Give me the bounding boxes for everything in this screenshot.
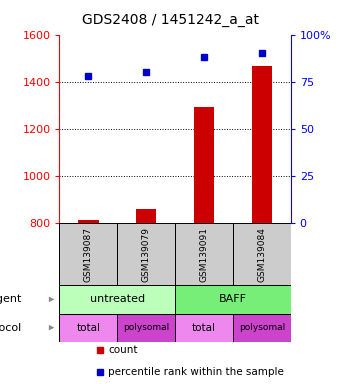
Text: total: total xyxy=(76,323,100,333)
Bar xyxy=(233,313,291,342)
Text: untreated: untreated xyxy=(90,295,145,305)
Bar xyxy=(175,313,233,342)
Bar xyxy=(117,313,175,342)
Text: percentile rank within the sample: percentile rank within the sample xyxy=(108,367,284,377)
Bar xyxy=(252,66,272,223)
Bar xyxy=(136,209,156,223)
Bar xyxy=(59,285,175,313)
Text: GSM139079: GSM139079 xyxy=(142,227,151,282)
Bar xyxy=(59,223,117,285)
Text: total: total xyxy=(192,323,216,333)
Text: GSM139084: GSM139084 xyxy=(257,227,266,282)
Text: GSM139091: GSM139091 xyxy=(200,227,208,282)
Text: protocol: protocol xyxy=(0,323,21,333)
Bar xyxy=(233,223,291,285)
Text: BAFF: BAFF xyxy=(219,295,247,305)
Bar xyxy=(194,106,214,223)
Bar xyxy=(117,223,175,285)
Text: polysomal: polysomal xyxy=(239,323,285,332)
Text: agent: agent xyxy=(0,295,21,305)
Bar xyxy=(78,220,99,223)
Text: count: count xyxy=(108,345,138,355)
Text: GDS2408 / 1451242_a_at: GDS2408 / 1451242_a_at xyxy=(82,13,258,27)
Bar xyxy=(59,313,117,342)
Text: polysomal: polysomal xyxy=(123,323,169,332)
Text: GSM139087: GSM139087 xyxy=(84,227,93,282)
Bar xyxy=(175,223,233,285)
Bar xyxy=(175,285,291,313)
